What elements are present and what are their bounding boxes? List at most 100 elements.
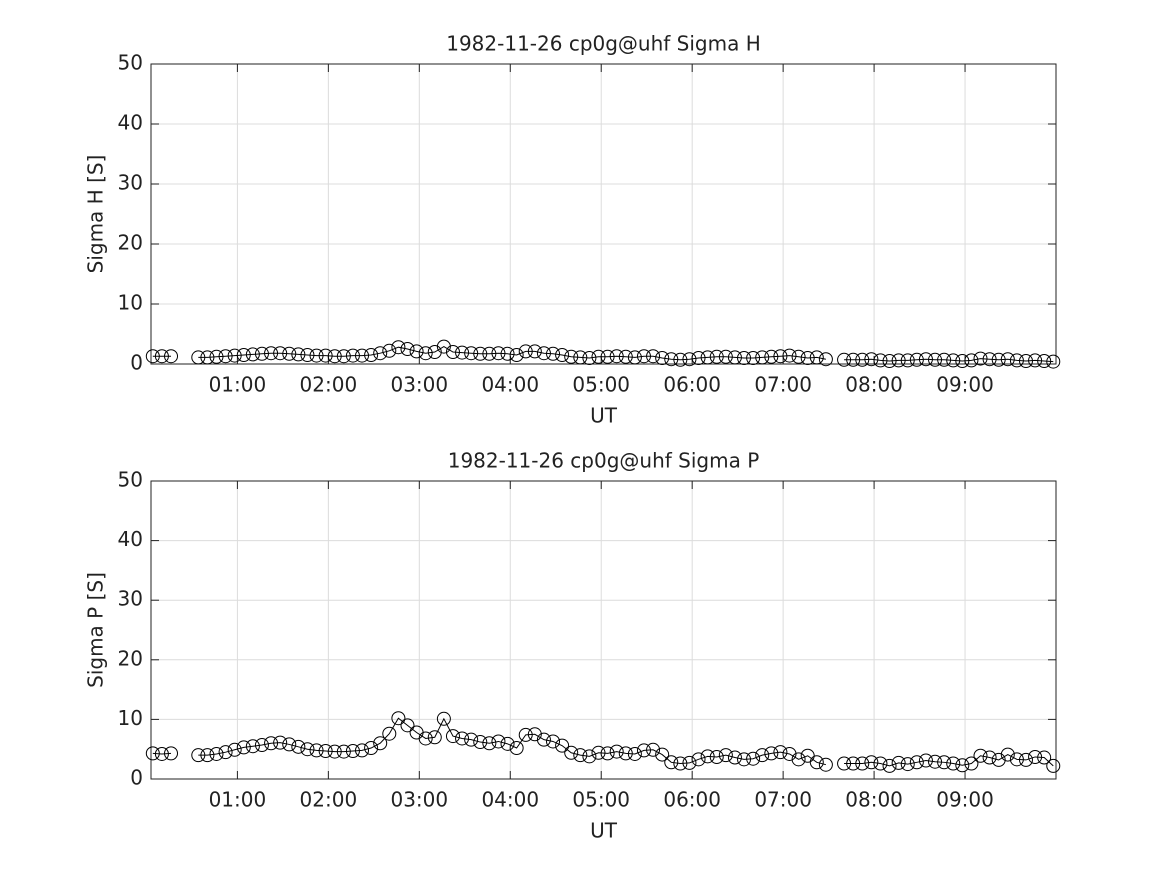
data-point xyxy=(937,352,952,367)
data-point xyxy=(573,748,588,763)
data-point xyxy=(709,749,724,764)
data-point xyxy=(1037,750,1052,765)
data-point xyxy=(582,351,597,365)
data-point xyxy=(491,346,506,361)
x-tick-label: 05:00 xyxy=(572,788,630,812)
data-point xyxy=(409,344,424,359)
data-point xyxy=(273,346,288,361)
data-point xyxy=(682,352,697,367)
y-tick-label: 0 xyxy=(130,351,143,375)
data-point xyxy=(327,744,342,759)
data-point xyxy=(209,746,224,761)
data-point xyxy=(264,346,279,361)
x-tick-label: 09:00 xyxy=(936,373,994,397)
data-point xyxy=(473,735,488,750)
data-point xyxy=(1028,749,1043,764)
data-point xyxy=(254,346,269,361)
data-point xyxy=(837,352,852,367)
data-point xyxy=(618,349,633,364)
data-point xyxy=(855,352,870,367)
data-point xyxy=(746,751,761,766)
data-point xyxy=(664,352,679,367)
x-tick-label: 02:00 xyxy=(300,373,358,397)
data-point xyxy=(154,349,169,364)
data-point xyxy=(882,354,897,368)
data-point xyxy=(1046,354,1061,369)
data-point xyxy=(264,736,279,751)
data-point xyxy=(718,349,733,364)
data-point xyxy=(291,739,306,754)
data-point xyxy=(609,744,624,759)
data-point xyxy=(464,346,479,361)
data-point xyxy=(555,348,570,362)
data-point xyxy=(1046,758,1061,773)
y-tick-label: 40 xyxy=(118,111,143,135)
data-point xyxy=(618,746,633,761)
data-point xyxy=(282,346,297,361)
data-point xyxy=(546,734,561,749)
data-point xyxy=(891,353,906,368)
data-point xyxy=(873,353,888,368)
data-point xyxy=(991,352,1006,367)
data-point xyxy=(673,756,688,771)
data-point xyxy=(564,745,579,760)
data-point xyxy=(782,746,797,761)
data-point xyxy=(227,348,242,363)
data-point xyxy=(636,743,651,758)
data-point xyxy=(846,352,861,367)
data-point xyxy=(373,736,388,751)
data-point xyxy=(764,746,779,761)
data-point xyxy=(909,755,924,770)
data-point xyxy=(482,736,497,751)
data-point xyxy=(145,349,160,364)
data-point xyxy=(318,743,333,758)
data-point xyxy=(946,756,961,771)
data-point xyxy=(464,732,479,747)
data-point xyxy=(500,736,515,751)
y-tick-label: 50 xyxy=(118,468,143,492)
data-point xyxy=(400,342,415,356)
data-point xyxy=(236,740,251,755)
data-point xyxy=(609,349,624,364)
data-point xyxy=(809,350,824,365)
data-point xyxy=(1000,747,1015,762)
data-point xyxy=(427,345,442,359)
x-tick-label: 09:00 xyxy=(936,788,994,812)
data-point xyxy=(928,754,943,769)
axes-box xyxy=(150,63,1057,365)
data-point xyxy=(364,348,379,362)
data-point xyxy=(918,352,933,367)
data-point xyxy=(727,750,742,765)
x-tick-label: 07:00 xyxy=(754,788,812,812)
data-point xyxy=(591,349,606,364)
data-point xyxy=(773,349,788,364)
data-point xyxy=(200,748,215,763)
data-point xyxy=(491,734,506,749)
data-point xyxy=(418,346,433,361)
data-point xyxy=(746,351,761,365)
x-tick-label: 04:00 xyxy=(481,788,539,812)
y-tick-label: 10 xyxy=(118,706,143,730)
y-axis-label: Sigma H [S] xyxy=(84,155,108,274)
data-point xyxy=(600,349,615,364)
data-point xyxy=(646,742,661,757)
x-tick-label: 02:00 xyxy=(300,788,358,812)
data-point xyxy=(336,744,351,759)
data-point xyxy=(973,351,988,366)
data-point xyxy=(855,756,870,771)
y-tick-label: 50 xyxy=(118,51,143,75)
data-point xyxy=(573,350,588,365)
data-point xyxy=(782,348,797,363)
data-point xyxy=(800,748,815,763)
data-point xyxy=(591,745,606,760)
data-point xyxy=(300,348,315,362)
data-point xyxy=(345,743,360,758)
data-point xyxy=(191,350,206,365)
data-point xyxy=(191,748,206,763)
data-point xyxy=(445,345,460,359)
data-point xyxy=(1037,354,1052,368)
data-point xyxy=(1018,752,1033,767)
data-point xyxy=(655,351,670,365)
data-point xyxy=(873,756,888,771)
